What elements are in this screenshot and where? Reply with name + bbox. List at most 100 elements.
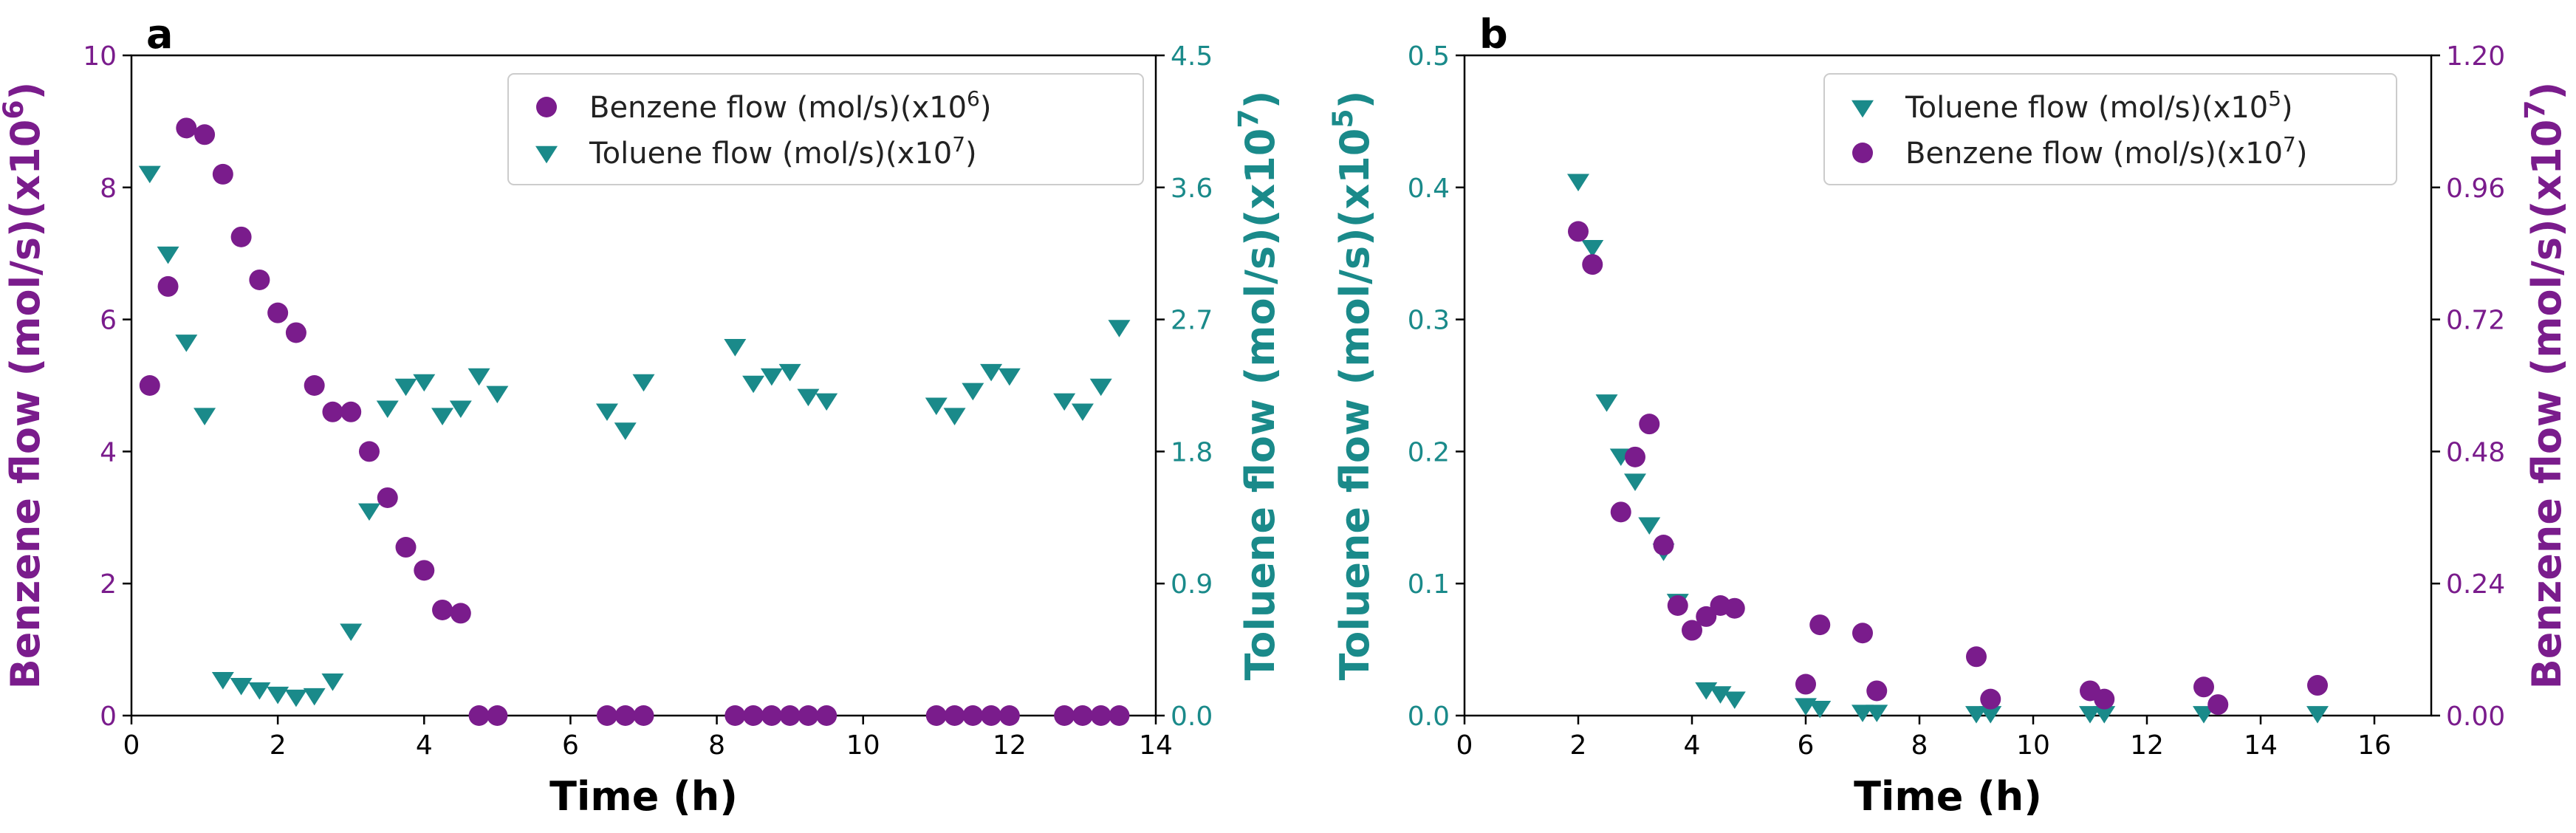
panel-label: a bbox=[146, 11, 173, 58]
legend-marker-benzene bbox=[536, 97, 557, 117]
data-point-benzene bbox=[487, 705, 508, 726]
x-tick-label: 2 bbox=[270, 730, 287, 761]
data-point-toluene bbox=[431, 408, 454, 425]
data-point-toluene bbox=[267, 686, 290, 705]
data-point-benzene bbox=[1610, 501, 1631, 523]
data-point-benzene bbox=[1696, 606, 1717, 627]
data-point-benzene bbox=[340, 401, 362, 422]
data-point-benzene bbox=[468, 705, 490, 726]
data-point-benzene bbox=[176, 117, 197, 139]
x-tick-label: 6 bbox=[1798, 730, 1815, 761]
data-point-benzene bbox=[1809, 614, 1831, 636]
data-point-toluene bbox=[449, 400, 472, 419]
left-axis-label: Benzene flow (mol/s)(x106) bbox=[0, 82, 49, 690]
data-point-toluene bbox=[1723, 691, 1746, 710]
data-point-toluene bbox=[467, 368, 490, 386]
data-point-toluene bbox=[394, 378, 417, 397]
data-point-toluene bbox=[1089, 378, 1112, 397]
data-point-toluene bbox=[980, 363, 1003, 382]
left-tick-label: 6 bbox=[100, 306, 117, 336]
data-point-toluene bbox=[157, 246, 179, 264]
data-point-benzene bbox=[395, 537, 417, 558]
data-point-benzene bbox=[267, 302, 289, 323]
data-point-benzene bbox=[304, 375, 325, 396]
data-point-toluene bbox=[742, 375, 765, 394]
data-point-benzene bbox=[596, 705, 617, 726]
data-point-toluene bbox=[211, 672, 234, 690]
data-point-benzene bbox=[358, 441, 380, 462]
data-point-benzene bbox=[925, 705, 947, 726]
left-tick-label: 8 bbox=[100, 174, 117, 204]
x-axis-label: Time (h) bbox=[1854, 773, 2042, 820]
data-point-toluene bbox=[138, 165, 161, 184]
data-point-toluene bbox=[760, 368, 783, 386]
x-tick-label: 2 bbox=[1570, 730, 1587, 761]
left-tick-label: 10 bbox=[83, 41, 117, 72]
legend-label-benzene: Benzene flow (mol/s)(x106) bbox=[589, 86, 991, 126]
data-point-toluene bbox=[2306, 706, 2329, 724]
x-tick-label: 14 bbox=[2244, 730, 2278, 761]
left-tick-label: 0.3 bbox=[1408, 306, 1450, 336]
left-tick-label: 0 bbox=[100, 702, 117, 732]
data-point-toluene bbox=[193, 408, 216, 425]
data-point-benzene bbox=[432, 599, 453, 620]
data-point-benzene bbox=[1653, 535, 1674, 556]
legend-box bbox=[1823, 73, 2397, 185]
legend-label-toluene: Toluene flow (mol/s)(x105) bbox=[1905, 86, 2293, 126]
data-point-toluene bbox=[2093, 706, 2116, 724]
data-point-benzene bbox=[230, 226, 252, 247]
plot-frame bbox=[1463, 54, 2433, 717]
x-tick-label: 4 bbox=[416, 730, 433, 761]
data-point-toluene bbox=[1053, 393, 1076, 411]
data-point-toluene bbox=[1581, 239, 1604, 258]
data-point-benzene bbox=[1724, 597, 1745, 619]
data-point-benzene bbox=[962, 705, 984, 726]
data-point-benzene bbox=[2207, 694, 2229, 716]
data-point-benzene bbox=[157, 275, 179, 297]
x-tick-label: 8 bbox=[708, 730, 725, 761]
series-benzene bbox=[1568, 221, 2328, 716]
left-tick-label: 0.5 bbox=[1408, 41, 1450, 72]
left-axis-label: Toluene flow (mol/s)(x105) bbox=[1326, 91, 1378, 681]
data-point-benzene bbox=[1625, 446, 1645, 467]
data-point-benzene bbox=[743, 705, 764, 726]
x-tick-label: 8 bbox=[1911, 730, 1928, 761]
left-tick-label: 0.0 bbox=[1408, 702, 1450, 732]
data-point-benzene bbox=[212, 163, 233, 185]
x-tick-label: 4 bbox=[1684, 730, 1701, 761]
left-tick-label: 2 bbox=[100, 569, 117, 600]
x-tick-label: 0 bbox=[123, 730, 140, 761]
data-point-toluene bbox=[595, 403, 618, 422]
right-axis-label: Benzene flow (mol/s)(x107) bbox=[2518, 82, 2570, 690]
data-point-toluene bbox=[486, 385, 509, 404]
data-point-benzene bbox=[944, 705, 965, 726]
x-tick-label: 16 bbox=[2357, 730, 2391, 761]
legend-marker-toluene bbox=[1852, 100, 1874, 118]
data-point-toluene bbox=[1852, 705, 1874, 722]
data-point-benzene bbox=[1966, 646, 1987, 668]
right-tick-label: 0.00 bbox=[2446, 702, 2505, 732]
data-point-benzene bbox=[1582, 254, 1603, 275]
data-point-benzene bbox=[322, 401, 343, 422]
data-point-benzene bbox=[285, 322, 306, 343]
data-point-toluene bbox=[303, 688, 326, 706]
panel-label: b bbox=[1479, 11, 1508, 58]
data-point-benzene bbox=[414, 560, 435, 581]
legend-label-benzene: Benzene flow (mol/s)(x107) bbox=[1905, 132, 2307, 171]
data-point-toluene bbox=[1624, 473, 1646, 491]
right-axis-label: Toluene flow (mol/s)(x107) bbox=[1232, 91, 1284, 681]
data-point-benzene bbox=[981, 705, 1002, 726]
data-point-benzene bbox=[450, 603, 471, 624]
data-point-benzene bbox=[1639, 414, 1660, 435]
data-point-benzene bbox=[249, 269, 270, 290]
data-point-toluene bbox=[962, 383, 984, 401]
data-point-benzene bbox=[761, 705, 782, 726]
data-point-benzene bbox=[1109, 705, 1130, 726]
data-point-toluene bbox=[815, 393, 838, 411]
right-tick-label: 3.6 bbox=[1171, 174, 1213, 204]
left-tick-label: 4 bbox=[100, 437, 117, 467]
right-tick-label: 0.24 bbox=[2446, 569, 2505, 600]
series-toluene bbox=[138, 165, 1131, 707]
data-point-benzene bbox=[633, 705, 654, 726]
left-tick-label: 0.1 bbox=[1408, 569, 1450, 600]
